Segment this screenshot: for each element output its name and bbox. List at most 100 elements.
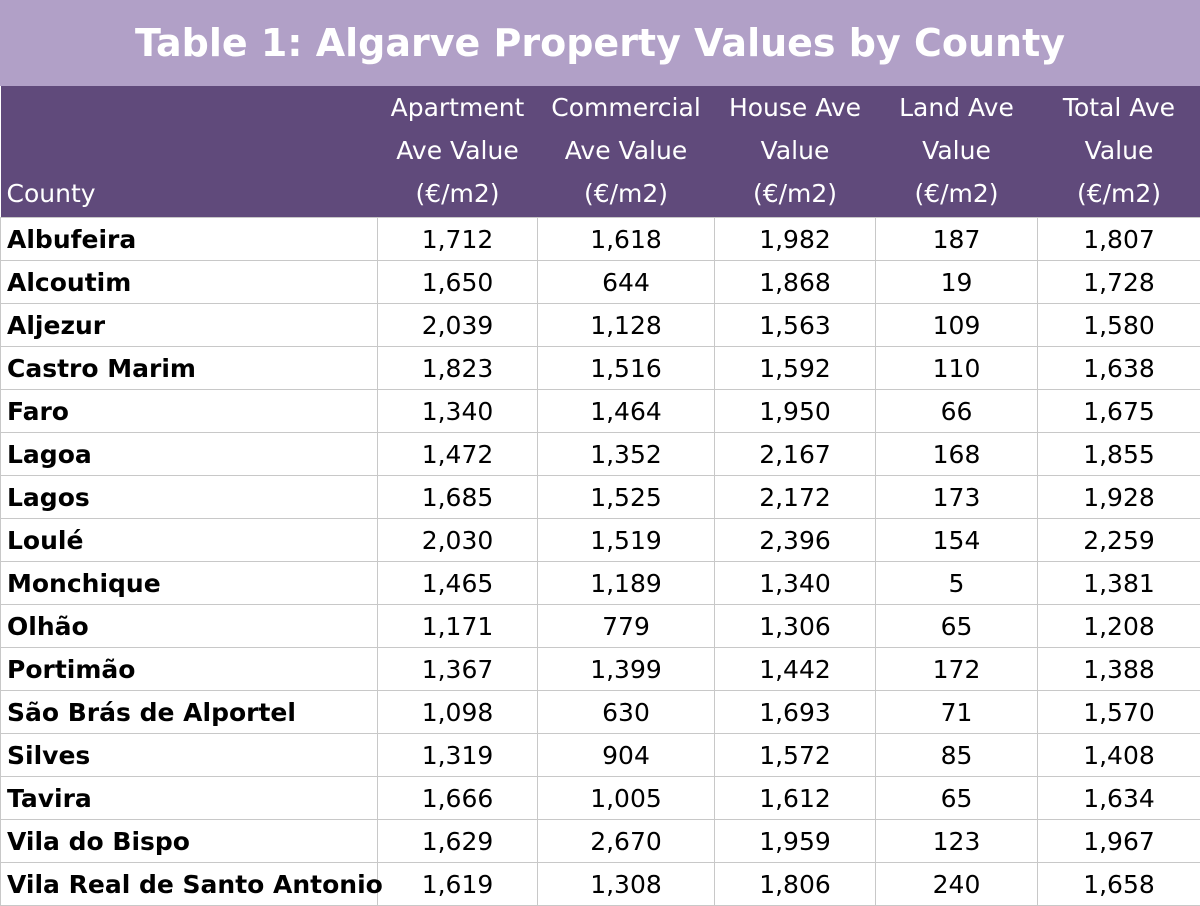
cell-county: Faro xyxy=(0,389,378,433)
column-header-commercial: Commercial Ave Value (€/m2) xyxy=(537,86,715,218)
cell-house-value: 1,806 xyxy=(714,862,876,906)
cell-commercial-value: 779 xyxy=(537,604,715,648)
table-row: Monchique 1,465 1,189 1,340 5 1,381 xyxy=(0,561,1200,605)
cell-house-value: 1,563 xyxy=(714,303,876,347)
cell-commercial-value: 1,128 xyxy=(537,303,715,347)
cell-house-value: 1,572 xyxy=(714,733,876,777)
cell-house-value: 2,396 xyxy=(714,518,876,562)
cell-county: Silves xyxy=(0,733,378,777)
cell-commercial-value: 904 xyxy=(537,733,715,777)
cell-apartment-value: 2,030 xyxy=(377,518,538,562)
cell-total-value: 1,580 xyxy=(1037,303,1200,347)
cell-house-value: 1,959 xyxy=(714,819,876,863)
cell-county: Aljezur xyxy=(0,303,378,347)
cell-apartment-value: 1,340 xyxy=(377,389,538,433)
cell-land-value: 65 xyxy=(875,604,1038,648)
cell-county: Vila do Bispo xyxy=(0,819,378,863)
table-row: Olhão 1,171 779 1,306 65 1,208 xyxy=(0,604,1200,648)
cell-total-value: 1,658 xyxy=(1037,862,1200,906)
cell-county: Loulé xyxy=(0,518,378,562)
cell-house-value: 1,982 xyxy=(714,217,876,261)
cell-house-value: 1,340 xyxy=(714,561,876,605)
table-row: Albufeira 1,712 1,618 1,982 187 1,807 xyxy=(0,217,1200,261)
column-header-house: House Ave Value (€/m2) xyxy=(714,86,876,218)
table-row: Tavira 1,666 1,005 1,612 65 1,634 xyxy=(0,776,1200,820)
table-row: Loulé 2,030 1,519 2,396 154 2,259 xyxy=(0,518,1200,562)
table-row: Silves 1,319 904 1,572 85 1,408 xyxy=(0,733,1200,777)
cell-total-value: 1,570 xyxy=(1037,690,1200,734)
cell-total-value: 1,855 xyxy=(1037,432,1200,476)
cell-land-value: 85 xyxy=(875,733,1038,777)
cell-apartment-value: 1,666 xyxy=(377,776,538,820)
cell-commercial-value: 1,352 xyxy=(537,432,715,476)
cell-county: Lagos xyxy=(0,475,378,519)
cell-land-value: 172 xyxy=(875,647,1038,691)
cell-land-value: 5 xyxy=(875,561,1038,605)
cell-total-value: 1,728 xyxy=(1037,260,1200,304)
cell-commercial-value: 1,618 xyxy=(537,217,715,261)
cell-commercial-value: 1,519 xyxy=(537,518,715,562)
cell-house-value: 1,868 xyxy=(714,260,876,304)
cell-county: São Brás de Alportel xyxy=(0,690,378,734)
cell-apartment-value: 1,629 xyxy=(377,819,538,863)
cell-county: Portimão xyxy=(0,647,378,691)
cell-total-value: 2,259 xyxy=(1037,518,1200,562)
cell-county: Lagoa xyxy=(0,432,378,476)
cell-commercial-value: 1,399 xyxy=(537,647,715,691)
cell-apartment-value: 1,472 xyxy=(377,432,538,476)
cell-land-value: 66 xyxy=(875,389,1038,433)
cell-land-value: 71 xyxy=(875,690,1038,734)
cell-land-value: 65 xyxy=(875,776,1038,820)
cell-commercial-value: 644 xyxy=(537,260,715,304)
cell-county: Monchique xyxy=(0,561,378,605)
cell-land-value: 19 xyxy=(875,260,1038,304)
cell-county: Albufeira xyxy=(0,217,378,261)
cell-county: Vila Real de Santo Antonio xyxy=(0,862,383,906)
cell-total-value: 1,807 xyxy=(1037,217,1200,261)
table-row: Vila Real de Santo Antonio 1,619 1,308 1,80… xyxy=(0,862,1200,906)
cell-total-value: 1,967 xyxy=(1037,819,1200,863)
cell-county: Olhão xyxy=(0,604,378,648)
table-title: Table 1: Algarve Property Values by Coun… xyxy=(0,0,1200,86)
cell-house-value: 1,612 xyxy=(714,776,876,820)
table-row: Faro 1,340 1,464 1,950 66 1,675 xyxy=(0,389,1200,433)
table-row: Lagos 1,685 1,525 2,172 173 1,928 xyxy=(0,475,1200,519)
cell-house-value: 1,306 xyxy=(714,604,876,648)
cell-apartment-value: 1,098 xyxy=(377,690,538,734)
cell-apartment-value: 1,619 xyxy=(377,862,538,906)
cell-total-value: 1,408 xyxy=(1037,733,1200,777)
cell-county: Alcoutim xyxy=(0,260,378,304)
header-row: County Apartment Ave Value (€/m2) Commer… xyxy=(0,86,1200,218)
column-header-land: Land Ave Value (€/m2) xyxy=(875,86,1038,218)
property-values-table: County Apartment Ave Value (€/m2) Commer… xyxy=(0,86,1200,906)
table-row: Aljezur 2,039 1,128 1,563 109 1,580 xyxy=(0,303,1200,347)
cell-commercial-value: 1,189 xyxy=(537,561,715,605)
cell-land-value: 240 xyxy=(875,862,1038,906)
cell-apartment-value: 1,319 xyxy=(377,733,538,777)
cell-house-value: 1,950 xyxy=(714,389,876,433)
column-header-total: Total Ave Value (€/m2) xyxy=(1037,86,1200,218)
cell-commercial-value: 1,464 xyxy=(537,389,715,433)
cell-commercial-value: 630 xyxy=(537,690,715,734)
cell-land-value: 173 xyxy=(875,475,1038,519)
cell-total-value: 1,388 xyxy=(1037,647,1200,691)
column-header-apartment: Apartment Ave Value (€/m2) xyxy=(377,86,538,218)
table-row: Alcoutim 1,650 644 1,868 19 1,728 xyxy=(0,260,1200,304)
cell-apartment-value: 1,712 xyxy=(377,217,538,261)
cell-house-value: 1,592 xyxy=(714,346,876,390)
cell-apartment-value: 2,039 xyxy=(377,303,538,347)
cell-house-value: 2,172 xyxy=(714,475,876,519)
table-row: Vila do Bispo 1,629 2,670 1,959 123 1,967 xyxy=(0,819,1200,863)
cell-apartment-value: 1,685 xyxy=(377,475,538,519)
table-row: Portimão 1,367 1,399 1,442 172 1,388 xyxy=(0,647,1200,691)
cell-commercial-value: 1,308 xyxy=(537,862,715,906)
cell-house-value: 1,442 xyxy=(714,647,876,691)
table-row: Castro Marim 1,823 1,516 1,592 110 1,638 xyxy=(0,346,1200,390)
cell-land-value: 123 xyxy=(875,819,1038,863)
table-row: Lagoa 1,472 1,352 2,167 168 1,855 xyxy=(0,432,1200,476)
cell-apartment-value: 1,171 xyxy=(377,604,538,648)
cell-total-value: 1,208 xyxy=(1037,604,1200,648)
cell-apartment-value: 1,465 xyxy=(377,561,538,605)
table-row: São Brás de Alportel 1,098 630 1,693 71 1,570 xyxy=(0,690,1200,734)
cell-land-value: 154 xyxy=(875,518,1038,562)
